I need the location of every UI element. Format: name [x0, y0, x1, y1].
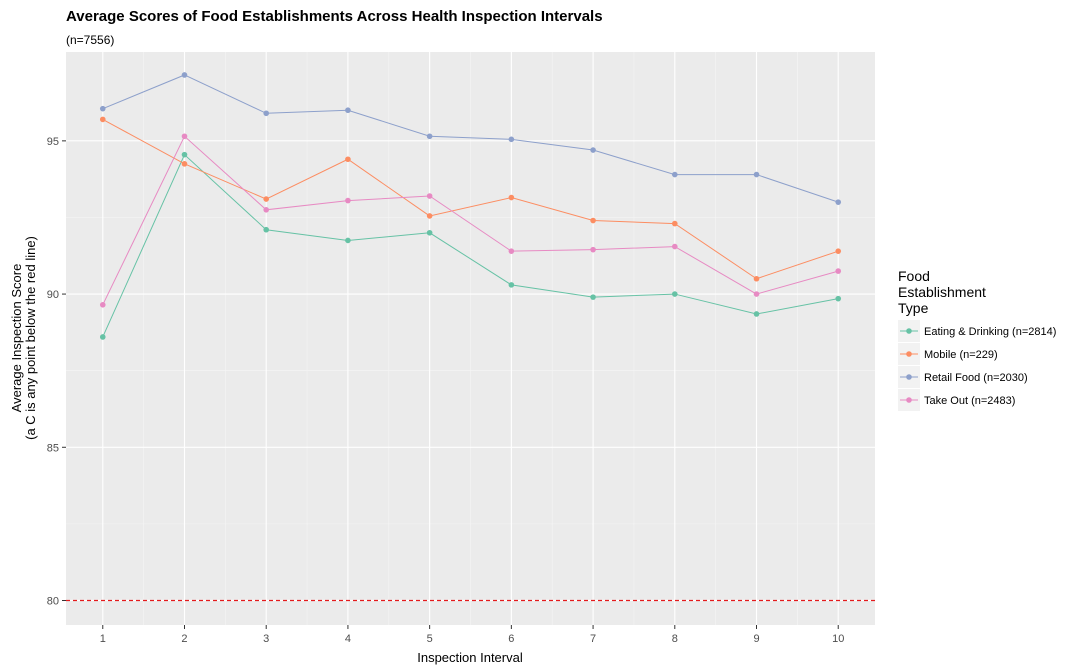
- data-point: [835, 199, 842, 205]
- data-point: [181, 151, 188, 158]
- data-point: [590, 217, 596, 224]
- legend-label: Mobile (n=229): [924, 349, 998, 361]
- data-point: [671, 243, 678, 250]
- data-point: [835, 248, 842, 254]
- x-tick-label: 8: [672, 633, 678, 645]
- data-point: [263, 196, 270, 202]
- data-point: [671, 291, 678, 297]
- legend-items: Eating & Drinking (n=2814) Mobile (n=229)…: [898, 320, 1056, 411]
- x-tick-label: 5: [427, 633, 433, 645]
- data-point: [181, 72, 188, 78]
- y-axis-title: Average Inspection Score (a C is any poi…: [9, 236, 38, 440]
- data-point: [181, 133, 188, 140]
- data-point: [99, 301, 106, 308]
- legend-key-point: [906, 351, 912, 357]
- axes-group: 80 85 90 95 1 2 3 4 5 6 7 8 9 10: [47, 136, 845, 645]
- data-point: [181, 161, 188, 167]
- legend-label: Eating & Drinking (n=2814): [924, 326, 1056, 338]
- legend-title-line-1: Food: [898, 268, 930, 284]
- data-point: [426, 213, 433, 219]
- legend-title-line-3: Type: [898, 300, 929, 316]
- series-2: [99, 116, 842, 282]
- legend-item: Eating & Drinking (n=2814): [898, 320, 1056, 342]
- y-tick-label: 80: [47, 595, 59, 607]
- data-point: [426, 193, 433, 199]
- legend-label: Retail Food (n=2030): [924, 372, 1028, 384]
- x-tick-label: 3: [263, 633, 269, 645]
- x-tick-label: 9: [753, 633, 759, 645]
- data-point: [99, 334, 106, 340]
- data-point: [263, 207, 270, 213]
- x-tick-label: 6: [508, 633, 514, 645]
- data-point: [671, 220, 678, 227]
- legend-key-point: [906, 328, 912, 334]
- series-3: [99, 72, 842, 205]
- legend-item: Take Out (n=2483): [898, 389, 1015, 411]
- series-1: [99, 151, 842, 340]
- grid-lines: [66, 52, 875, 625]
- data-point: [345, 197, 351, 204]
- data-point: [590, 294, 596, 300]
- data-point: [426, 229, 433, 236]
- legend-item: Mobile (n=229): [898, 343, 998, 365]
- data-point: [345, 237, 351, 244]
- data-point: [508, 282, 515, 288]
- series-line: [102, 153, 839, 338]
- legend-label: Take Out (n=2483): [924, 395, 1015, 407]
- data-point: [753, 311, 760, 317]
- legend-key-point: [906, 397, 912, 403]
- y-axis-title-line-1: Average Inspection Score: [9, 264, 24, 413]
- x-tick-label: 4: [345, 633, 351, 645]
- data-point: [753, 171, 760, 178]
- data-point: [508, 136, 515, 143]
- chart-title: Average Scores of Food Establishments Ac…: [66, 8, 603, 25]
- data-point: [345, 107, 351, 114]
- data-point: [508, 194, 515, 201]
- series-4: [99, 133, 842, 308]
- x-tick-label: 7: [590, 633, 596, 645]
- x-axis-title: Inspection Interval: [417, 650, 523, 665]
- series-group: [99, 72, 842, 340]
- y-tick-label: 85: [47, 442, 59, 454]
- data-point: [753, 291, 760, 297]
- x-tick-label: 2: [181, 633, 187, 645]
- data-point: [753, 275, 760, 282]
- series-line: [102, 118, 839, 280]
- series-line: [102, 135, 839, 306]
- data-point: [835, 268, 842, 274]
- x-tick-label: 10: [832, 633, 844, 645]
- legend: Food Establishment Type Eating & Drinkin…: [898, 268, 1056, 411]
- data-point: [345, 156, 351, 163]
- data-point: [590, 147, 596, 153]
- data-point: [835, 295, 842, 302]
- legend-item: Retail Food (n=2030): [898, 366, 1028, 388]
- y-axis-title-line-2: (a C is any point below the red line): [23, 236, 38, 440]
- data-point: [426, 133, 433, 140]
- data-point: [590, 246, 596, 253]
- data-point: [99, 116, 106, 123]
- legend-title-line-2: Establishment: [898, 284, 986, 300]
- chart-subtitle: (n=7556): [66, 33, 114, 47]
- data-point: [508, 248, 515, 254]
- data-point: [671, 171, 678, 178]
- legend-key-point: [906, 374, 912, 380]
- data-point: [99, 105, 106, 112]
- y-tick-label: 90: [47, 289, 59, 301]
- y-tick-label: 95: [47, 136, 59, 148]
- series-line: [102, 74, 839, 203]
- data-point: [263, 226, 270, 233]
- x-tick-label: 1: [100, 633, 106, 645]
- data-point: [263, 110, 270, 117]
